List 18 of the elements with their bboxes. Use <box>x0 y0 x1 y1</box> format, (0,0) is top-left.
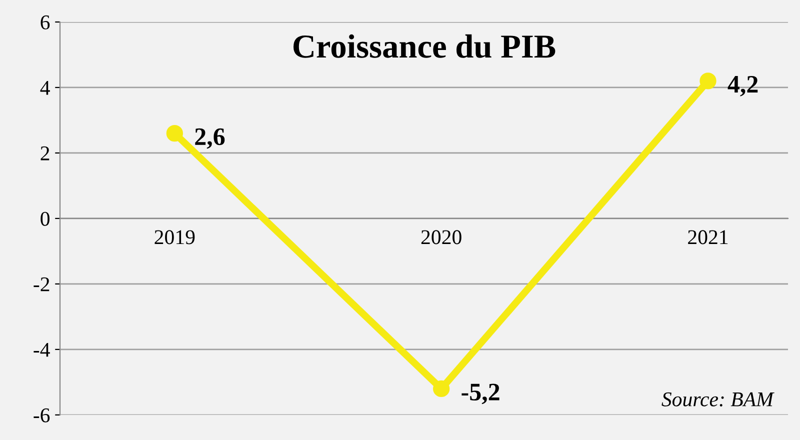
data-label: 4,2 <box>728 76 758 96</box>
point <box>433 380 450 398</box>
x-tick-label: 2020 <box>421 230 462 244</box>
data-label: 2,6 <box>195 128 225 149</box>
point <box>700 72 716 90</box>
y-tick-label: 6 <box>40 15 50 30</box>
data-label: -5,2 <box>462 384 500 404</box>
y-tick-label: -4 <box>34 342 50 357</box>
annotation: Source: BAM <box>662 392 774 406</box>
x-tick-label: 2019 <box>154 230 195 244</box>
y-tick-label: -6 <box>34 408 50 422</box>
y-tick-label: 2 <box>40 146 50 160</box>
y-tick-label: 4 <box>40 81 50 95</box>
y-tick-label: -2 <box>34 277 50 292</box>
x-tick-label: 2021 <box>688 230 728 244</box>
point <box>166 124 183 142</box>
chart-title: Croissance du PIB <box>293 34 556 58</box>
y-tick-label: 0 <box>40 212 50 226</box>
